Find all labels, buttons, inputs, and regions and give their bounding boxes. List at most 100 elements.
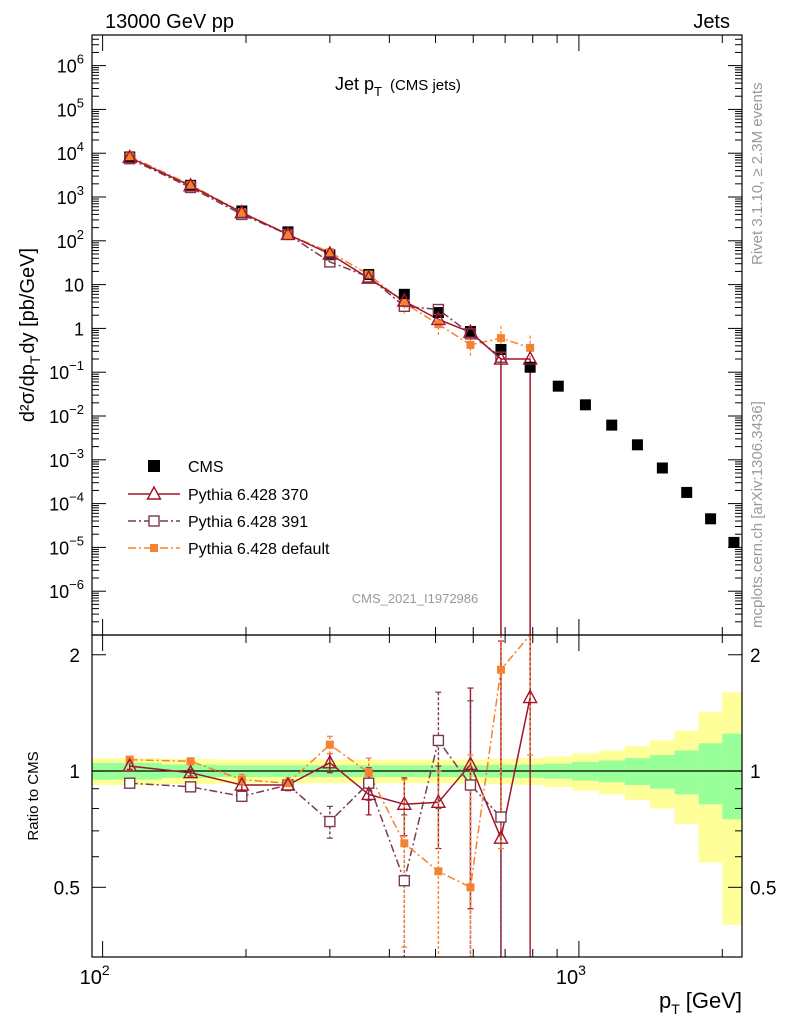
ratio-391-point (184, 781, 197, 793)
ratio-default-point (496, 665, 505, 674)
ratio-370-point (430, 793, 447, 808)
legend-marker (148, 515, 160, 527)
ratio-frame (91, 634, 743, 958)
ratio-370-point (280, 776, 296, 791)
series-370-point (280, 225, 296, 241)
series-default-point (364, 270, 373, 279)
y-tick-label: 10 (64, 276, 84, 296)
legend-label: Pythia 6.428 default (188, 541, 330, 558)
y-tick-label: 103 (57, 183, 84, 208)
legend: CMS Pythia 6.428 370 Pythia 6.428 391 Pythi… (128, 459, 330, 558)
series-370-point (462, 323, 479, 338)
header-right: Jets (693, 11, 730, 33)
cms-point (681, 486, 693, 498)
cms-point (606, 419, 618, 431)
series-370-point (522, 350, 538, 365)
series-default-point (186, 180, 195, 189)
ratio-391-point (324, 815, 336, 828)
uncertainty-band-green (722, 733, 742, 820)
cms-point (524, 361, 536, 373)
main-title: Jet pT (CMS jets) (335, 74, 461, 99)
series-370-point (396, 292, 413, 307)
series-391-line (129, 158, 502, 358)
series-370-point (361, 269, 377, 284)
x-axis-label: pT [GeV] (659, 988, 742, 1017)
ratio-370-point (361, 785, 377, 801)
y-tick-label: 1 (74, 319, 84, 339)
analysis-label: CMS_2021_I1972986 (352, 591, 479, 606)
ratio-y-tick-label: 0.5 (54, 878, 80, 899)
cms-point (464, 325, 476, 337)
cms-point (495, 343, 507, 355)
mcplots-label: mcplots.cern.ch [arXiv:1306.3436] (749, 401, 766, 628)
ratio-370-point (122, 757, 138, 772)
ratio-default-point (466, 883, 475, 892)
ratio-y-tick-label: 2 (69, 646, 80, 667)
legend-label: Pythia 6.428 391 (188, 514, 308, 531)
ratio-y-tick-label: 1 (750, 762, 761, 783)
uncertainty-band-green (649, 755, 675, 789)
y-tick-label: 10−6 (49, 577, 84, 602)
series-370-point (182, 177, 199, 192)
cms-point (579, 399, 591, 411)
ratio-370-point (462, 755, 479, 771)
y-tick-label: 10−4 (49, 490, 84, 515)
main-ylabel: d²σ/dpTdy [pb/GeV] (17, 248, 43, 422)
series-default-point (237, 208, 246, 217)
ratio-default-point (283, 779, 292, 788)
series-391-point (432, 303, 445, 316)
ratio-370-point (493, 829, 509, 844)
legend-marker (148, 460, 160, 472)
ratio-370-point (234, 776, 250, 791)
series-default-point (526, 343, 535, 352)
series-default-point (125, 152, 134, 161)
ratio-default-point (400, 839, 409, 848)
cms-point (656, 462, 668, 474)
series-default-point (400, 299, 409, 308)
ratio-default-point (434, 867, 443, 876)
ratio-391-point (432, 734, 445, 747)
legend-label: CMS (188, 459, 224, 476)
ratio-370-point (182, 764, 199, 779)
ratio-line (129, 634, 531, 889)
rivet-label: Rivet 3.1.10, ≥ 2.3M events (749, 83, 766, 266)
y-tick-label: 10−5 (49, 533, 84, 558)
x-tick-label: 103 (556, 962, 586, 989)
legend-marker (146, 485, 162, 500)
ratio-default-point (237, 775, 246, 784)
series-default-point (283, 230, 292, 239)
ratio-default-point (325, 740, 334, 749)
y-tick-label: 104 (57, 139, 84, 164)
y-tick-label: 102 (57, 227, 84, 252)
cms-point (728, 536, 740, 548)
ratio-370-point (522, 689, 538, 704)
ratio-y-tick-label: 0.5 (750, 878, 776, 899)
y-tick-label: 10−2 (49, 402, 84, 427)
header-left: 13000 GeV pp (105, 11, 234, 33)
series-391-point (324, 256, 336, 268)
y-tick-label: 106 (57, 52, 84, 77)
ratio-plot: 0.5 0.5 1 1 2 2 102 103 Ratio to CMS (25, 634, 776, 989)
ratio-391-point (464, 779, 477, 791)
cms-point (705, 513, 717, 525)
series-370-point (430, 310, 447, 326)
ratio-y-tick-label: 1 (69, 762, 80, 783)
cms-point (631, 439, 643, 451)
legend-marker (150, 544, 158, 552)
series-default-point (496, 334, 505, 343)
ratio-391-point (236, 790, 248, 803)
y-tick-label: 10−1 (49, 358, 84, 383)
series-370-point (122, 148, 138, 164)
uncertainty-band-green (698, 743, 723, 805)
ratio-ylabel: Ratio to CMS (25, 751, 42, 840)
ratio-391-point (124, 777, 136, 789)
x-tick-label: 102 (80, 962, 110, 989)
cms-point (552, 380, 564, 392)
ratio-line (129, 738, 502, 884)
y-tick-label: 10−3 (49, 446, 84, 471)
ratio-y-tick-label: 2 (750, 646, 761, 667)
series-370-point (493, 350, 509, 365)
series-default-point (466, 340, 475, 349)
series-default-line (129, 155, 531, 349)
